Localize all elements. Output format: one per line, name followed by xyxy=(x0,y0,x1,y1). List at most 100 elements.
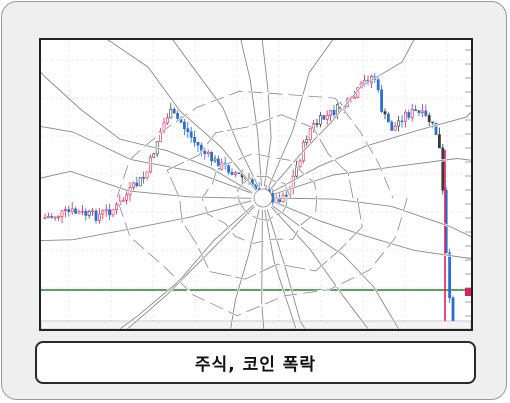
candle-body xyxy=(203,150,207,154)
candle-body xyxy=(97,213,101,221)
chart-image xyxy=(39,38,473,331)
candle-body xyxy=(50,215,54,218)
caption-text: 주식, 코인 폭락 xyxy=(194,355,317,375)
crack-line xyxy=(274,201,471,259)
candle-body xyxy=(193,136,197,143)
candle-body xyxy=(315,123,319,125)
crack-ring xyxy=(237,175,292,221)
crack-line xyxy=(261,40,272,187)
candle-body xyxy=(417,110,421,113)
candle-body xyxy=(169,108,173,119)
crack-line xyxy=(270,40,415,190)
candle-body xyxy=(67,209,71,212)
crack-line xyxy=(41,200,252,242)
crack-line xyxy=(119,204,254,329)
candle-body xyxy=(352,96,356,99)
crack-line xyxy=(272,205,400,329)
candle-body xyxy=(142,177,146,179)
candle-body xyxy=(70,208,74,212)
cracked-candlestick-chart xyxy=(41,40,471,329)
candle-body xyxy=(380,89,384,112)
caption-box: 주식, 코인 폭락 xyxy=(35,341,476,384)
chart-axis-strip xyxy=(41,320,471,329)
candle-body xyxy=(152,153,156,158)
candle-body xyxy=(186,128,190,133)
candle-body xyxy=(104,209,108,212)
candle-body xyxy=(206,151,210,154)
impact-point xyxy=(253,188,273,208)
candle-body xyxy=(77,211,81,214)
candle-body xyxy=(400,120,404,123)
candle-body xyxy=(87,210,91,216)
candle-body xyxy=(213,158,217,162)
crack-ring xyxy=(166,114,363,280)
candle-body xyxy=(234,172,237,175)
candle-body xyxy=(125,194,129,201)
candle-body xyxy=(230,172,234,175)
crack-line xyxy=(41,71,253,193)
candle-body xyxy=(448,252,452,299)
candle-body xyxy=(196,141,200,146)
candle-body xyxy=(183,121,186,130)
crack-line xyxy=(272,111,471,192)
candle-body xyxy=(431,121,435,124)
crack-line xyxy=(267,40,334,188)
candle-body xyxy=(166,117,169,124)
candle-body xyxy=(159,130,163,143)
candle-body xyxy=(386,113,390,123)
candle-body xyxy=(390,121,394,131)
crack-line-glow xyxy=(229,209,261,329)
candle-body xyxy=(332,109,336,116)
crack-line-glow xyxy=(41,70,253,194)
candle-body xyxy=(108,209,112,216)
candle-body xyxy=(189,131,193,138)
candle-body xyxy=(57,216,61,218)
candle-body xyxy=(410,109,414,118)
candle-body xyxy=(308,128,312,141)
crack-ring xyxy=(201,152,318,244)
candle-body xyxy=(227,165,231,173)
candle-body xyxy=(101,210,105,215)
chart-price-scale xyxy=(465,49,471,317)
crack-line xyxy=(274,197,471,238)
candle-body xyxy=(94,210,98,221)
candle-body xyxy=(441,147,445,191)
candle-body xyxy=(424,110,428,116)
candle-body xyxy=(80,210,84,213)
candle-body xyxy=(74,208,78,214)
candle-body xyxy=(176,112,180,119)
candle-body xyxy=(407,112,411,118)
candle-body xyxy=(285,194,288,197)
candle-body xyxy=(318,115,322,125)
crack-line xyxy=(41,170,252,199)
crack-line-glow xyxy=(239,40,263,187)
candle-body xyxy=(60,210,64,217)
crack-line xyxy=(41,126,253,194)
candle-body xyxy=(111,209,115,216)
candle-body xyxy=(325,114,329,120)
candle-body xyxy=(437,134,441,149)
candle-body xyxy=(53,216,57,219)
candle-body xyxy=(376,79,380,91)
cracked-glass-overlay xyxy=(41,40,471,329)
crack-line xyxy=(264,209,297,329)
candle-body xyxy=(84,210,88,216)
candle-body xyxy=(115,204,118,211)
candle-body xyxy=(383,111,387,115)
candle-body xyxy=(298,160,302,167)
candle-body xyxy=(43,217,47,219)
candle-body xyxy=(305,139,309,143)
candle-body xyxy=(47,215,50,218)
crack-line xyxy=(270,206,369,329)
candle-body xyxy=(210,151,214,162)
crack-line xyxy=(261,209,265,329)
candle-body xyxy=(172,108,176,114)
candle-body xyxy=(397,120,401,127)
crack-line xyxy=(126,206,255,329)
candle-body xyxy=(145,171,149,179)
candle-body xyxy=(63,209,67,211)
candle-body xyxy=(393,125,397,131)
candle-body xyxy=(217,158,220,170)
crack-line xyxy=(107,40,256,190)
